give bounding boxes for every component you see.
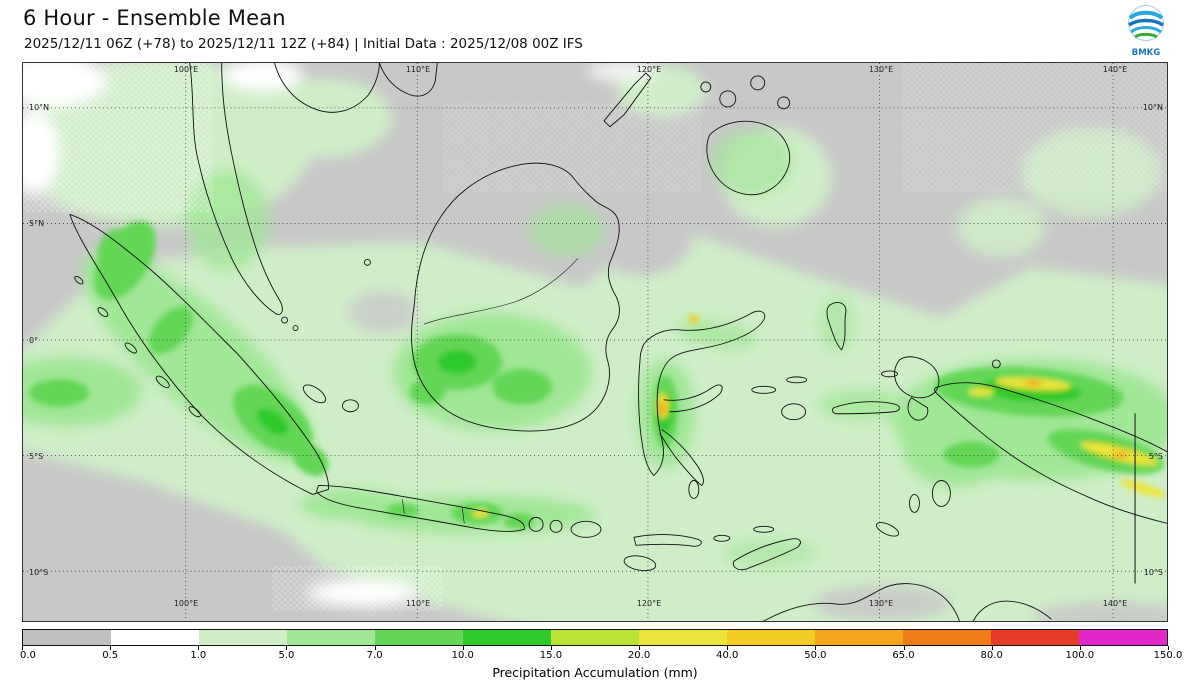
lon-label: 100°E xyxy=(173,599,199,608)
colorbar-tick-mark xyxy=(903,646,905,650)
lon-label: 110°E xyxy=(405,65,431,74)
lat-label: 5°N xyxy=(29,219,45,228)
colorbar-segment xyxy=(551,630,639,645)
bmkg-logo: BMKG xyxy=(1123,3,1169,59)
lat-label-right: 10°S xyxy=(1143,568,1163,577)
precipitation-map xyxy=(23,63,1167,621)
colorbar-tick-mark xyxy=(110,646,112,650)
colorbar-tick-label: 10.0 xyxy=(451,650,474,661)
lon-label: 100°E xyxy=(173,65,199,74)
colorbar-label: Precipitation Accumulation (mm) xyxy=(492,665,698,680)
colorbar-segment xyxy=(111,630,199,645)
colorbar-tick-mark xyxy=(1168,646,1169,650)
colorbar-segment xyxy=(727,630,815,645)
lon-label: 110°E xyxy=(405,599,431,608)
colorbar-segment xyxy=(639,630,727,645)
lon-label: 130°E xyxy=(868,65,894,74)
lon-label: 130°E xyxy=(868,599,894,608)
lat-label-right: 10°N xyxy=(1142,103,1163,112)
colorbar-segment xyxy=(287,630,375,645)
lat-label: 10°N xyxy=(29,103,50,112)
bmkg-logo-graphic: BMKG xyxy=(1128,5,1164,58)
colorbar-tick-mark xyxy=(550,646,552,650)
colorbar-tick-mark xyxy=(462,646,464,650)
colorbar-tick-label: 150.0 xyxy=(1153,650,1183,661)
colorbar-tick-label: 80.0 xyxy=(980,650,1003,661)
colorbar-segment xyxy=(991,630,1079,645)
colorbar-segment xyxy=(23,630,111,645)
colorbar-tick-label: 15.0 xyxy=(539,650,563,661)
coastlines xyxy=(69,63,1167,621)
lon-label: 140°E xyxy=(1102,599,1128,608)
colorbar-ticks: 0.0 0.5 1.0 5.0 7.0 10.0 15.0 20.0 40.0 50.0 65.0 8… xyxy=(20,646,1182,662)
colorbar-tick-mark xyxy=(991,646,993,650)
colorbar-tick-mark xyxy=(639,646,641,650)
colorbar-tick-mark xyxy=(374,646,376,650)
bmkg-logo-text: BMKG xyxy=(1132,48,1161,58)
colorbar-tick-label: 20.0 xyxy=(627,650,651,661)
precip-cores xyxy=(28,221,1166,530)
colorbar-track xyxy=(22,629,1168,646)
colorbar-segment xyxy=(815,630,903,645)
lat-label: 5°S xyxy=(29,452,44,461)
colorbar-segment xyxy=(199,630,287,645)
colorbar-tick-mark xyxy=(286,646,288,650)
lat-label: 0° xyxy=(29,336,39,345)
map-frame: 100°E 100°E 110°E 110°E 120°E 120°E 130°E 130°E… xyxy=(22,62,1168,622)
colorbar-segment xyxy=(903,630,991,645)
colorbar-tick-label: 50.0 xyxy=(804,650,827,661)
lon-label: 120°E xyxy=(636,65,662,74)
colorbar-segment xyxy=(375,630,463,645)
colorbar-tick-mark xyxy=(1079,646,1081,650)
colorbar-tick-mark xyxy=(198,646,200,650)
lon-label: 120°E xyxy=(636,599,662,608)
colorbar-segment xyxy=(463,630,551,645)
colorbar-tick-label: 40.0 xyxy=(716,650,739,661)
lat-label-right: 5°S xyxy=(1148,452,1163,461)
dither-texture xyxy=(23,63,1167,612)
colorbar-tick-mark xyxy=(815,646,817,650)
colorbar-tick-label: 100.0 xyxy=(1065,650,1095,661)
colorbar-tick-mark xyxy=(727,646,729,650)
lon-label: 140°E xyxy=(1102,65,1128,74)
graticule xyxy=(23,63,1167,621)
colorbar-tick-label: 7.0 xyxy=(366,650,383,661)
colorbar-tick-label: 0.5 xyxy=(102,650,119,661)
colorbar-tick-label: 65.0 xyxy=(892,650,915,661)
page-subtitle: 2025/12/11 06Z (+78) to 2025/12/11 12Z (… xyxy=(24,36,583,52)
page-title: 6 Hour - Ensemble Mean xyxy=(23,6,286,30)
colorbar-segment xyxy=(1079,630,1167,645)
colorbar-tick-mark xyxy=(22,646,23,650)
lat-label: 10°S xyxy=(29,568,49,577)
colorbar-tick-label: 5.0 xyxy=(278,650,295,661)
colorbar-tick-label: 0.0 xyxy=(20,650,36,661)
colorbar-tick-label: 1.0 xyxy=(190,650,207,661)
